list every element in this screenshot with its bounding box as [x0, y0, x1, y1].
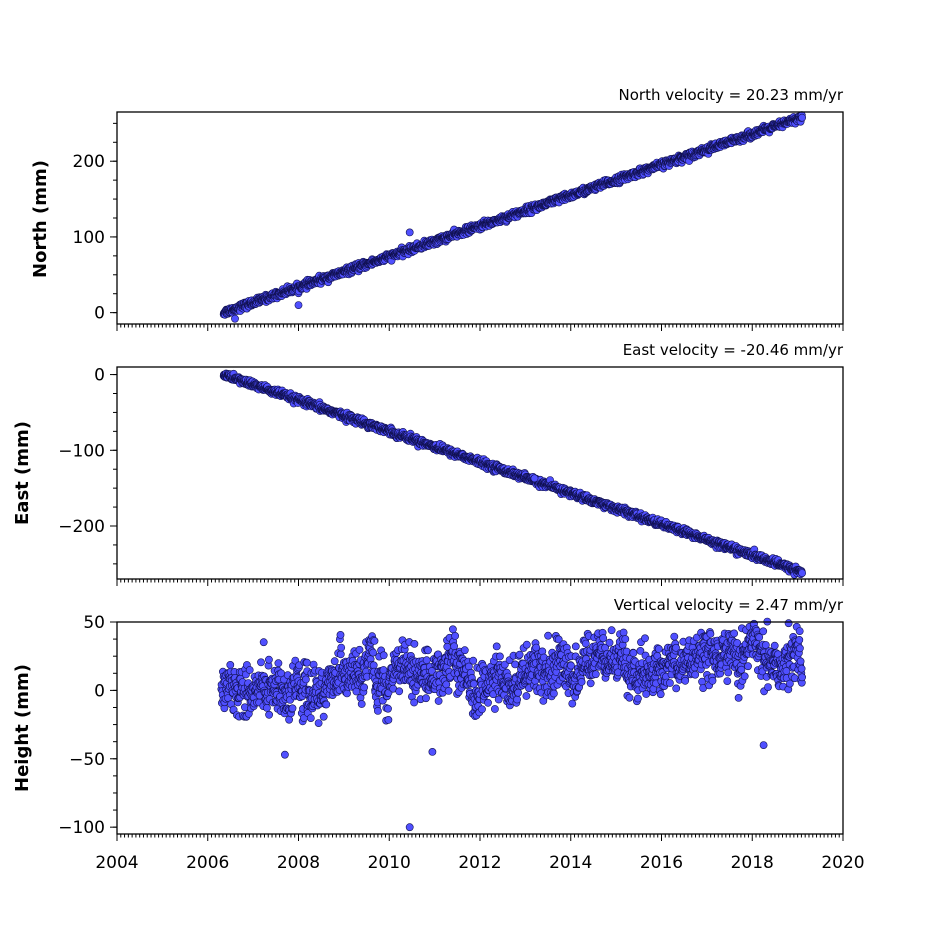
north-x-ticks [116, 324, 844, 331]
data-point [379, 666, 388, 674]
data-point [424, 646, 432, 655]
data-point [511, 660, 519, 669]
data-point [434, 697, 443, 705]
data-point [265, 710, 273, 719]
y-tick-label: 0 [94, 366, 105, 386]
data-point [442, 680, 451, 689]
north-panel: North velocity = 20.23 mm/yr North (mm) … [30, 86, 844, 331]
data-point [337, 643, 346, 652]
data-point [522, 640, 531, 649]
east-scatter-points [219, 369, 806, 579]
data-point [798, 113, 806, 122]
data-point [322, 700, 331, 709]
data-point [257, 658, 265, 667]
data-point [288, 704, 297, 713]
data-point [492, 642, 501, 651]
data-point [301, 675, 310, 684]
north-ylabel: North (mm) [30, 160, 51, 278]
outlier-point [294, 301, 303, 309]
data-point [444, 687, 453, 695]
data-point [410, 698, 418, 707]
data-point [314, 719, 323, 727]
data-point [264, 655, 273, 664]
data-point [379, 651, 388, 660]
data-point [478, 705, 486, 714]
data-point [245, 666, 254, 674]
data-point [336, 650, 345, 659]
data-point [469, 680, 478, 688]
y-tick-label: −100 [58, 441, 105, 461]
data-point [285, 715, 293, 724]
data-point [495, 652, 504, 661]
east-x-ticks [116, 579, 844, 586]
data-point [460, 646, 469, 655]
data-point [513, 695, 521, 704]
north-velocity-title: North velocity = 20.23 mm/yr [619, 86, 844, 104]
north-y-ticks: 0 100 200 [73, 122, 117, 324]
data-point [336, 631, 345, 639]
outlier-point [405, 228, 414, 237]
data-point [469, 656, 478, 665]
y-tick-label: 100 [73, 228, 105, 248]
data-point [373, 707, 382, 715]
vertical-velocity-title: Vertical velocity = 2.47 mm/yr [614, 596, 844, 614]
data-point [484, 698, 492, 707]
y-tick-label: 0 [94, 304, 105, 324]
y-tick-label: −200 [58, 517, 105, 537]
data-point [450, 642, 458, 651]
data-point [422, 656, 431, 665]
y-tick-label: 200 [73, 152, 105, 172]
data-point [490, 705, 499, 713]
data-point [360, 683, 368, 692]
data-point [226, 661, 235, 669]
east-velocity-title: East velocity = -20.46 mm/yr [623, 341, 844, 359]
data-point [370, 637, 379, 645]
east-ylabel: East (mm) [12, 421, 33, 525]
data-point [306, 714, 315, 722]
data-point [522, 692, 531, 700]
outlier-point [231, 314, 239, 323]
data-point [357, 700, 366, 708]
data-point [515, 650, 524, 659]
height-panel: Vertical velocity = 2.47 mm/yr Height (m… [12, 596, 844, 841]
data-point [798, 569, 806, 577]
data-point [274, 659, 283, 668]
data-point [395, 687, 404, 696]
data-point [514, 688, 522, 697]
data-point [451, 632, 459, 640]
height-scatter-points [217, 617, 806, 832]
data-point [262, 704, 271, 712]
north-scatter-points [219, 111, 806, 323]
data-point [319, 712, 328, 721]
data-point [303, 658, 311, 667]
data-point [422, 694, 430, 703]
data-point [355, 645, 364, 654]
east-y-ticks: 0 −100 −200 [58, 366, 117, 565]
data-point [259, 638, 268, 647]
data-point [330, 657, 339, 666]
data-point [448, 625, 457, 634]
data-point [384, 716, 393, 724]
data-point [343, 689, 351, 698]
outlier-point [530, 474, 539, 483]
height-ylabel: Height (mm) [12, 664, 33, 792]
data-point [410, 640, 419, 648]
data-point [384, 704, 392, 713]
east-panel: East velocity = -20.46 mm/yr East (mm) 0… [12, 341, 844, 586]
